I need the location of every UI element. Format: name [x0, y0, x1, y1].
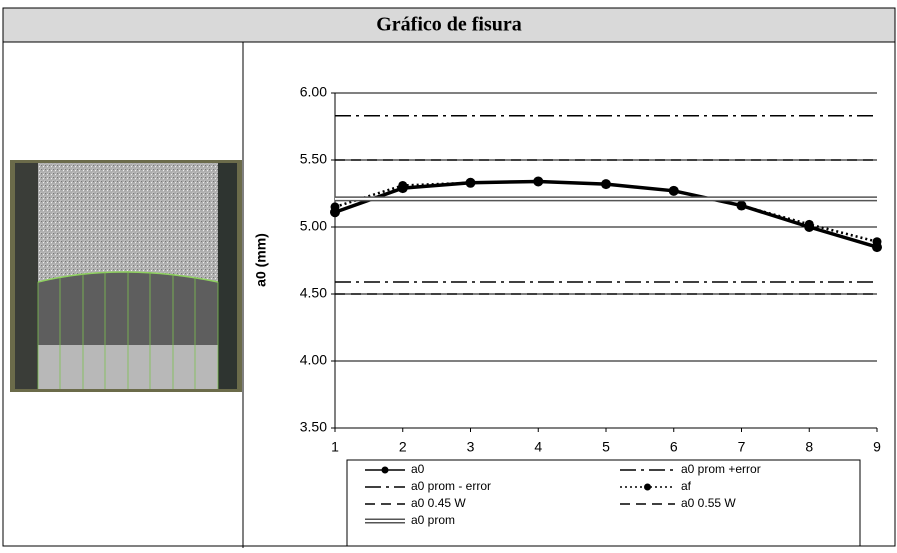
data-point: [737, 201, 746, 211]
x-tick-label: 7: [738, 439, 746, 455]
legend-label: a0: [411, 462, 425, 476]
data-point: [466, 178, 475, 188]
y-axis-label: a0 (mm): [253, 233, 269, 287]
y-tick-label: 5.50: [300, 151, 327, 167]
legend-label: a0 0.55 W: [681, 496, 736, 510]
x-tick-label: 5: [602, 439, 610, 455]
y-tick-label: 6.00: [300, 84, 327, 100]
image-side-left: [15, 163, 38, 389]
legend-marker: [381, 466, 389, 474]
header-title: Gráfico de fisura: [376, 14, 522, 36]
fracture-image: [10, 160, 242, 392]
legend-label: a0 0.45 W: [411, 496, 466, 510]
legend-label: a0 prom: [411, 513, 455, 527]
data-point: [533, 176, 543, 186]
y-tick-label: 3.50: [300, 419, 327, 435]
x-tick-label: 3: [467, 439, 475, 455]
data-point: [330, 202, 340, 212]
data-point: [601, 179, 611, 189]
legend-label: a0 prom - error: [411, 479, 491, 493]
data-point: [669, 186, 679, 196]
x-tick-label: 9: [873, 439, 881, 455]
data-point: [804, 219, 814, 229]
y-tick-label: 5.00: [300, 218, 327, 234]
image-measure-lines: [37, 271, 219, 389]
x-tick-label: 6: [670, 439, 678, 455]
header-bar: [2, 7, 896, 43]
image-side-right: [218, 163, 237, 389]
data-point: [872, 237, 882, 247]
legend: [346, 459, 861, 547]
data-point: [398, 180, 408, 190]
y-tick-label: 4.00: [300, 352, 327, 368]
y-tick-label: 4.50: [300, 285, 327, 301]
x-tick-label: 4: [534, 439, 542, 455]
x-tick-label: 8: [805, 439, 813, 455]
legend-label: a0 prom +error: [681, 462, 761, 476]
legend-marker: [644, 483, 651, 491]
x-tick-label: 2: [399, 439, 407, 455]
x-tick-label: 1: [331, 439, 339, 455]
legend-label: af: [681, 479, 692, 493]
